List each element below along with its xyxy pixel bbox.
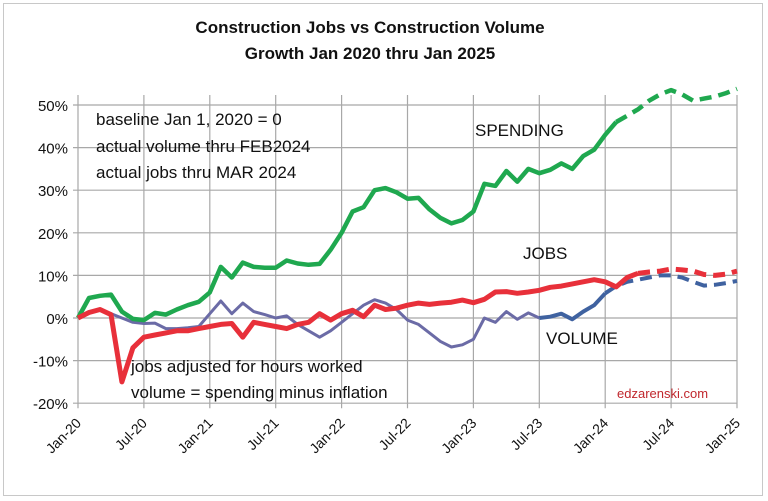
watermark: edzarenski.com	[617, 386, 708, 401]
y-tick-label: -20%	[33, 396, 68, 413]
x-tick-label: Jul-20	[112, 415, 150, 453]
jobs-line-actual	[76, 270, 639, 385]
note-jobs-actual: actual jobs thru MAR 2024	[96, 163, 296, 182]
spending-line-actual	[76, 120, 618, 323]
x-tick-label: Jul-22	[375, 415, 413, 453]
y-tick-label: 30%	[38, 183, 68, 200]
x-tick-label: Jan-23	[438, 415, 480, 457]
spending-line-forecast	[615, 86, 738, 124]
jobs-line-forecast	[637, 266, 738, 278]
x-tick-label: Jan-24	[570, 415, 612, 457]
series-label-spending: SPENDING	[475, 121, 564, 140]
y-tick-label: 10%	[38, 268, 68, 285]
note-volume-definition: volume = spending minus inflation	[131, 383, 388, 402]
x-tick-label: Jul-24	[639, 415, 677, 453]
x-tick-label: Jul-23	[507, 415, 545, 453]
x-tick-label: Jan-25	[702, 415, 744, 457]
x-tick-label: Jan-20	[43, 415, 85, 457]
x-tick-label: Jan-21	[174, 415, 216, 457]
volume-line-forecast	[604, 273, 738, 295]
note-volume-actual: actual volume thru FEB2024	[96, 137, 311, 156]
chart-title-line-2: Growth Jan 2020 thru Jan 2025	[244, 44, 496, 63]
series-label-jobs: JOBS	[523, 244, 567, 263]
chart-frame	[3, 3, 763, 496]
note-baseline: baseline Jan 1, 2020 = 0	[96, 110, 282, 129]
y-tick-label: 50%	[38, 98, 68, 115]
y-tick-label: -10%	[33, 354, 68, 371]
x-tick-label: Jul-21	[244, 415, 282, 453]
series-label-volume: VOLUME	[546, 329, 618, 348]
y-tick-label: 40%	[38, 141, 68, 158]
y-tick-label: 0%	[46, 311, 68, 328]
chart-title-line-1: Construction Jobs vs Construction Volume	[195, 18, 545, 37]
note-jobs-adjusted: jobs adjusted for hours worked	[130, 357, 363, 376]
volume-line-recent	[539, 291, 607, 322]
y-tick-label: 20%	[38, 226, 68, 243]
volume-line-actual	[77, 298, 540, 349]
x-tick-label: Jan-22	[306, 415, 348, 457]
